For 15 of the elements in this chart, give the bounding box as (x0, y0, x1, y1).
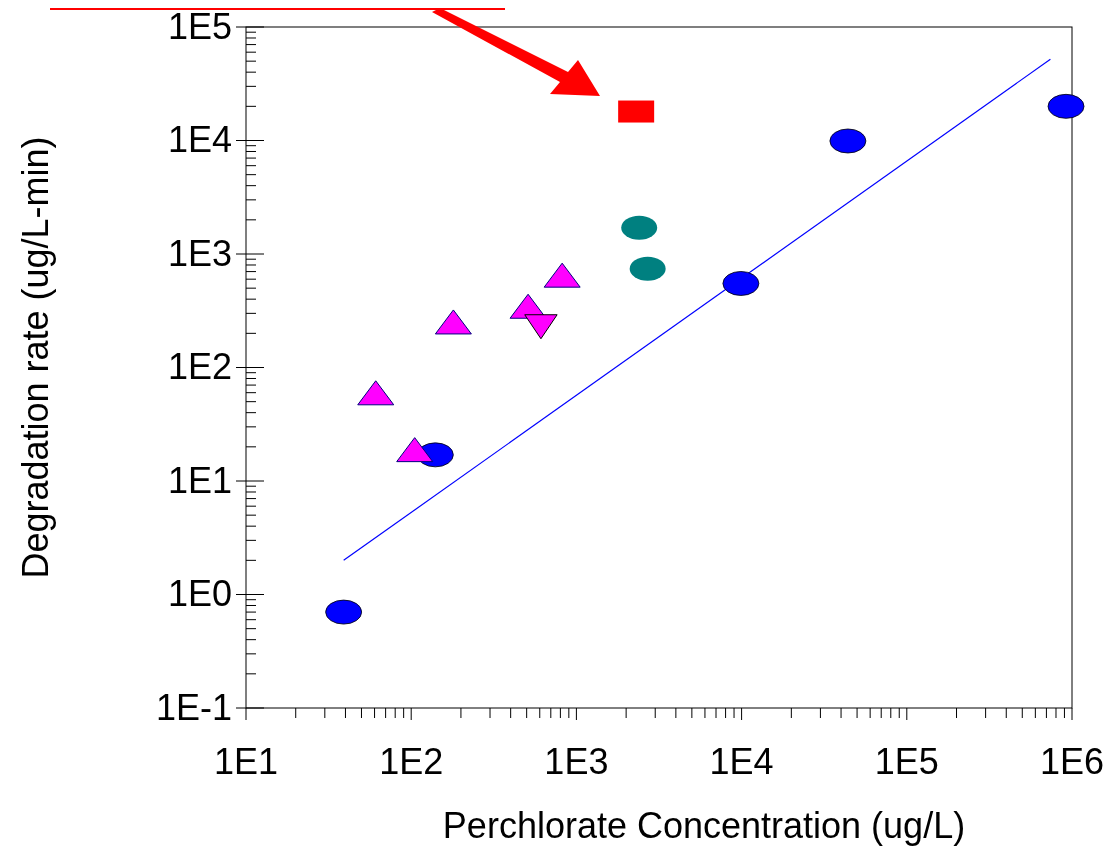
y-tick-label: 1E4 (167, 119, 232, 161)
y-tick-label: 1E0 (167, 573, 232, 615)
x-tick-label: 1E4 (709, 741, 774, 782)
y-axis-title: Degradation rate (ug/L-min) (15, 136, 56, 579)
x-tick-label: 1E6 (1039, 741, 1105, 782)
x-tick-label: 1E5 (874, 741, 939, 782)
y-tick-label: 1E5 (167, 5, 232, 47)
y-tick-label: 1E1 (167, 459, 232, 501)
x-tick-label: 1E1 (213, 741, 279, 782)
y-tick-label: 1E-1 (155, 686, 232, 728)
y-tick-label: 1E2 (167, 346, 232, 388)
x-tick-label: 1E2 (379, 741, 444, 782)
x-tick-label: 1E3 (544, 741, 609, 782)
y-tick-label: 1E3 (167, 232, 232, 274)
x-axis-title: Perchlorate Concentration (ug/L) (442, 805, 966, 846)
